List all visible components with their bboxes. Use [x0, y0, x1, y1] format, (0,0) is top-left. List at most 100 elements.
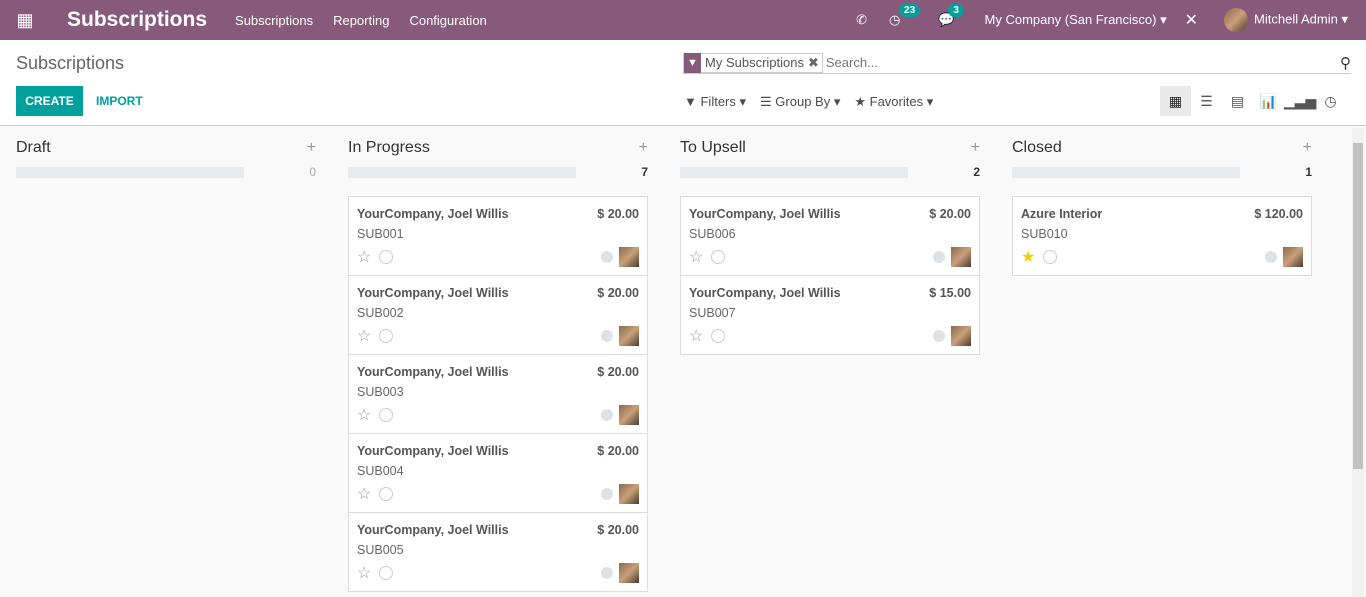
column-title: In Progress: [348, 139, 430, 156]
activity-clock-icon[interactable]: [1043, 250, 1058, 264]
salesperson-avatar: [1283, 247, 1303, 267]
star-icon[interactable]: ☆: [357, 565, 372, 582]
activity-clock-icon[interactable]: [379, 329, 394, 343]
filter-icon: ▼: [684, 52, 701, 73]
cohort-view-icon[interactable]: ▁▃▅: [1284, 93, 1317, 109]
filters-dropdown[interactable]: ▼ Filters ▾: [684, 94, 747, 109]
card-amount: $ 20.00: [597, 207, 639, 221]
kanban-column: In Progress + 7 YourCompany, Joel Willis $ …: [348, 127, 648, 592]
apps-menu-icon[interactable]: ▦: [16, 9, 34, 30]
kanban-card[interactable]: YourCompany, Joel Willis $ 20.00 SUB004 ☆: [348, 433, 648, 513]
column-progress-bar[interactable]: [16, 166, 244, 178]
star-icon[interactable]: ☆: [689, 328, 704, 345]
status-dot[interactable]: [601, 251, 613, 263]
card-amount: $ 15.00: [929, 286, 971, 300]
view-switcher: ▦ ☰ ▤ 📊 ▁▃▅ ◷: [1160, 86, 1346, 116]
graph-view-icon[interactable]: 📊: [1259, 93, 1278, 109]
pivot-view-icon[interactable]: ▤: [1230, 93, 1245, 109]
card-customer: YourCompany, Joel Willis: [689, 207, 841, 221]
menu-reporting[interactable]: Reporting: [333, 12, 390, 28]
kanban-column: Closed + 1 Azure Interior $ 120.00 SUB010 ★: [1012, 127, 1312, 276]
activity-view-icon[interactable]: ◷: [1324, 93, 1337, 109]
status-dot[interactable]: [601, 567, 613, 579]
star-icon[interactable]: ☆: [357, 249, 372, 266]
card-reference: SUB004: [357, 464, 404, 478]
add-card-icon[interactable]: +: [638, 139, 648, 156]
company-switcher[interactable]: My Company (San Francisco) ▾: [984, 12, 1167, 27]
star-icon[interactable]: ☆: [357, 407, 372, 424]
card-reference: SUB010: [1021, 227, 1068, 241]
messages-icon[interactable]: 💬 3: [938, 4, 964, 28]
company-name: My Company (San Francisco): [984, 12, 1157, 27]
status-dot[interactable]: [933, 330, 945, 342]
star-icon[interactable]: ☆: [357, 328, 372, 345]
card-customer: YourCompany, Joel Willis: [357, 286, 509, 300]
activity-clock-icon[interactable]: [711, 329, 726, 343]
filters-label: Filters: [700, 94, 736, 109]
activity-icon[interactable]: ◷ 23: [889, 4, 921, 28]
status-dot[interactable]: [601, 330, 613, 342]
star-icon[interactable]: ★: [1021, 249, 1036, 266]
kanban-view-icon[interactable]: ▦: [1160, 86, 1191, 116]
column-progress-bar[interactable]: [348, 166, 576, 178]
kanban-card[interactable]: YourCompany, Joel Willis $ 20.00 SUB005 ☆: [348, 512, 648, 592]
kanban-card[interactable]: YourCompany, Joel Willis $ 20.00 SUB003 ☆: [348, 354, 648, 434]
control-panel: Subscriptions CREATE IMPORT ▼ My Subscri…: [0, 40, 1366, 126]
salesperson-avatar: [951, 326, 971, 346]
search-icon[interactable]: ⚲: [1340, 54, 1351, 72]
favorites-dropdown[interactable]: ★ Favorites ▾: [854, 94, 934, 109]
column-count: 0: [309, 165, 316, 179]
group-by-dropdown[interactable]: ☰ Group By ▾: [760, 94, 841, 109]
search-input[interactable]: [825, 55, 1340, 70]
phone-icon[interactable]: ✆: [856, 12, 868, 27]
card-reference: SUB005: [357, 543, 404, 557]
salesperson-avatar: [619, 484, 639, 504]
add-card-icon[interactable]: +: [1302, 139, 1312, 156]
card-reference: SUB003: [357, 385, 404, 399]
search-facet: ▼ My Subscriptions ✖: [683, 52, 823, 73]
card-customer: Azure Interior: [1021, 207, 1103, 221]
scrollbar[interactable]: [1352, 128, 1364, 597]
status-dot[interactable]: [1265, 251, 1277, 263]
activity-clock-icon[interactable]: [379, 487, 394, 501]
activity-clock-icon[interactable]: [379, 566, 394, 580]
activity-clock-icon[interactable]: [379, 408, 394, 422]
status-dot[interactable]: [933, 251, 945, 263]
column-progress-bar[interactable]: [680, 166, 908, 178]
add-card-icon[interactable]: +: [970, 139, 980, 156]
salesperson-avatar: [619, 563, 639, 583]
menu-subscriptions[interactable]: Subscriptions: [235, 12, 314, 28]
user-menu[interactable]: Mitchell Admin ▾: [1224, 8, 1348, 32]
status-dot[interactable]: [601, 488, 613, 500]
kanban-column: Draft + 0: [16, 127, 316, 197]
kanban-card[interactable]: YourCompany, Joel Willis $ 20.00 SUB001 ☆: [348, 196, 648, 276]
kanban-card[interactable]: YourCompany, Joel Willis $ 20.00 SUB006 ☆: [680, 196, 980, 276]
salesperson-avatar: [619, 326, 639, 346]
kanban-card[interactable]: YourCompany, Joel Willis $ 15.00 SUB007 ☆: [680, 275, 980, 355]
activity-clock-icon[interactable]: [711, 250, 726, 264]
card-customer: YourCompany, Joel Willis: [357, 444, 509, 458]
import-button[interactable]: IMPORT: [96, 94, 143, 108]
list-view-icon[interactable]: ☰: [1200, 93, 1213, 109]
menu-configuration[interactable]: Configuration: [409, 12, 487, 28]
card-customer: YourCompany, Joel Willis: [357, 365, 509, 379]
create-button[interactable]: CREATE: [16, 86, 83, 116]
card-customer: YourCompany, Joel Willis: [357, 207, 509, 221]
card-amount: $ 20.00: [597, 365, 639, 379]
status-dot[interactable]: [601, 409, 613, 421]
star-icon[interactable]: ☆: [689, 249, 704, 266]
add-card-icon[interactable]: +: [306, 139, 316, 156]
salesperson-avatar: [951, 247, 971, 267]
activity-clock-icon[interactable]: [379, 250, 394, 264]
star-icon[interactable]: ☆: [357, 486, 372, 503]
column-title: Closed: [1012, 139, 1062, 156]
debug-tools-icon[interactable]: ✕: [1184, 12, 1199, 29]
card-reference: SUB007: [689, 306, 736, 320]
card-amount: $ 20.00: [597, 286, 639, 300]
remove-facet-icon[interactable]: ✖: [807, 54, 819, 70]
kanban-column: To Upsell + 2 YourCompany, Joel Willis $ 20…: [680, 127, 980, 355]
kanban-card[interactable]: Azure Interior $ 120.00 SUB010 ★: [1012, 196, 1312, 276]
kanban-card[interactable]: YourCompany, Joel Willis $ 20.00 SUB002 ☆: [348, 275, 648, 355]
scrollbar-thumb[interactable]: [1353, 143, 1363, 469]
column-progress-bar[interactable]: [1012, 166, 1240, 178]
